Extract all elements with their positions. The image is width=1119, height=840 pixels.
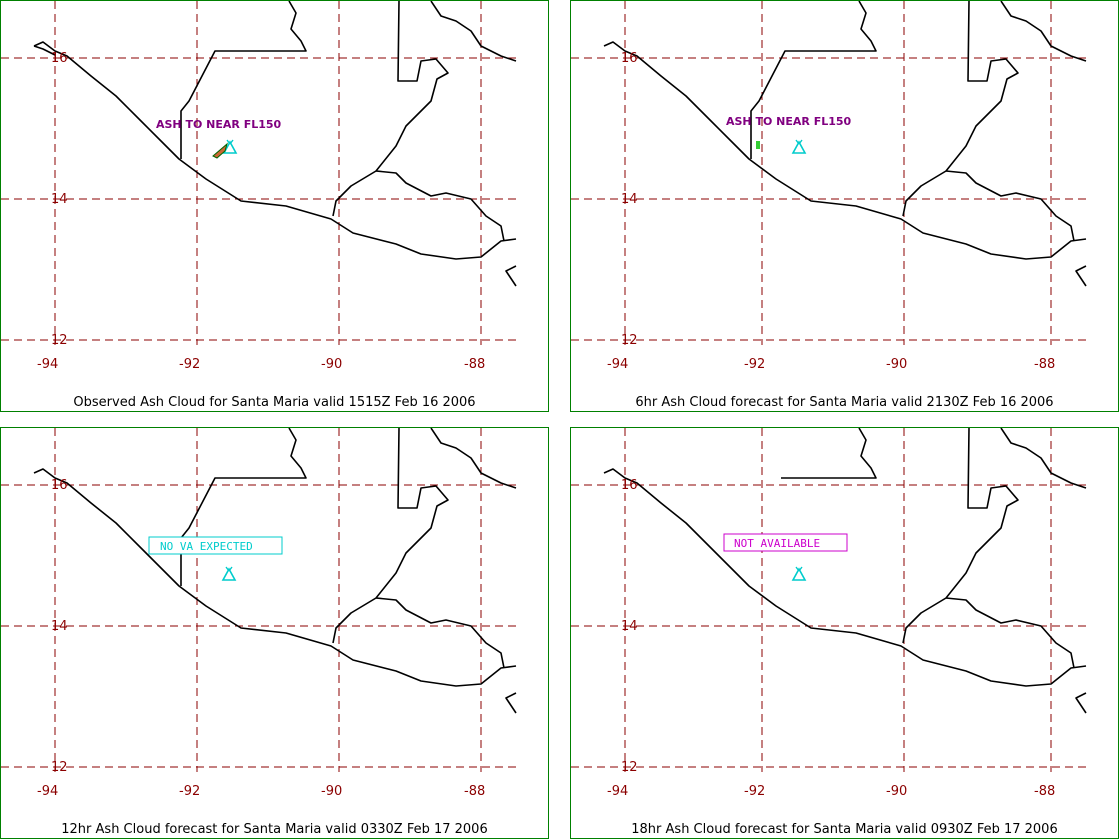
lon-label: -92 [744, 357, 765, 372]
map-panel-6hr: ASH TO NEAR FL150 -94 -92 -90 -88 16 14 … [570, 0, 1119, 412]
panel-caption: 6hr Ash Cloud forecast for Santa Maria v… [635, 395, 1054, 410]
lon-label: -92 [744, 784, 765, 799]
lon-label: -88 [1034, 784, 1055, 799]
lat-lon-grid [1, 428, 516, 772]
lon-label: -88 [464, 784, 485, 799]
volcano-icon [221, 566, 237, 581]
lat-label: 12 [51, 760, 68, 775]
lat-lon-grid [571, 428, 1086, 772]
lat-label: 16 [621, 51, 638, 66]
map-canvas: ASH TO NEAR FL150 -94 -92 -90 -88 16 14 … [571, 1, 1087, 372]
lon-label: -90 [886, 357, 907, 372]
lat-label: 14 [621, 192, 638, 207]
lon-label: -88 [464, 357, 485, 372]
coastline-borders [33, 428, 517, 714]
lat-label: 16 [51, 478, 68, 493]
map-canvas: NOT AVAILABLE -94 -92 -90 -88 16 14 12 [571, 428, 1087, 799]
map-panel-observed: ASH TO NEAR FL150 -94 -92 -90 -88 16 14 … [0, 0, 549, 412]
lon-label: -94 [37, 784, 58, 799]
lat-label: 14 [51, 619, 68, 634]
lon-label: -90 [321, 357, 342, 372]
axis-labels: -94 -92 -90 -88 16 14 12 [607, 478, 1055, 799]
coastline-borders [603, 1, 1087, 287]
status-box: NOT AVAILABLE [734, 537, 820, 550]
ash-cloud-polygon [756, 141, 760, 149]
lon-label: -94 [607, 357, 628, 372]
volcano-icon [791, 566, 807, 581]
map-panel-12hr: NO VA EXPECTED -94 -92 -90 -88 16 14 12 … [0, 427, 549, 839]
lat-lon-grid [1, 1, 516, 345]
lat-label: 12 [621, 760, 638, 775]
lon-label: -94 [37, 357, 58, 372]
axis-labels: -94 -92 -90 -88 16 14 12 [37, 51, 485, 372]
volcano-icon [791, 139, 807, 154]
lon-label: -92 [179, 784, 200, 799]
panel-caption: 12hr Ash Cloud forecast for Santa Maria … [61, 822, 488, 837]
lat-label: 16 [51, 51, 68, 66]
panel-caption: 18hr Ash Cloud forecast for Santa Maria … [631, 822, 1058, 837]
volcano-icon [222, 139, 238, 154]
lat-label: 12 [621, 333, 638, 348]
map-canvas: NO VA EXPECTED -94 -92 -90 -88 16 14 12 [1, 428, 517, 799]
lon-label: -94 [607, 784, 628, 799]
lon-label: -90 [886, 784, 907, 799]
lat-label: 14 [51, 192, 68, 207]
status-box-frame [723, 533, 848, 552]
coastline-borders [33, 1, 517, 287]
lat-label: 16 [621, 478, 638, 493]
panel-caption: Observed Ash Cloud for Santa Maria valid… [73, 395, 476, 410]
lat-lon-grid [571, 1, 1086, 345]
axis-labels: -94 -92 -90 -88 16 14 12 [607, 51, 1055, 372]
status-box-frame [148, 536, 283, 555]
status-box: NO VA EXPECTED [160, 540, 253, 553]
ash-cloud-polygon [212, 142, 228, 159]
map-canvas: ASH TO NEAR FL150 -94 -92 -90 -88 16 14 … [1, 1, 517, 372]
lat-label: 12 [51, 333, 68, 348]
map-panel-18hr: NOT AVAILABLE -94 -92 -90 -88 16 14 12 1… [570, 427, 1119, 839]
lon-label: -88 [1034, 357, 1055, 372]
lon-label: -90 [321, 784, 342, 799]
ash-annotation: ASH TO NEAR FL150 [156, 118, 282, 131]
axis-labels: -94 -92 -90 -88 16 14 12 [37, 478, 485, 799]
lon-label: -92 [179, 357, 200, 372]
lat-label: 14 [621, 619, 638, 634]
ash-annotation: ASH TO NEAR FL150 [726, 115, 852, 128]
coastline-borders [603, 428, 1087, 714]
